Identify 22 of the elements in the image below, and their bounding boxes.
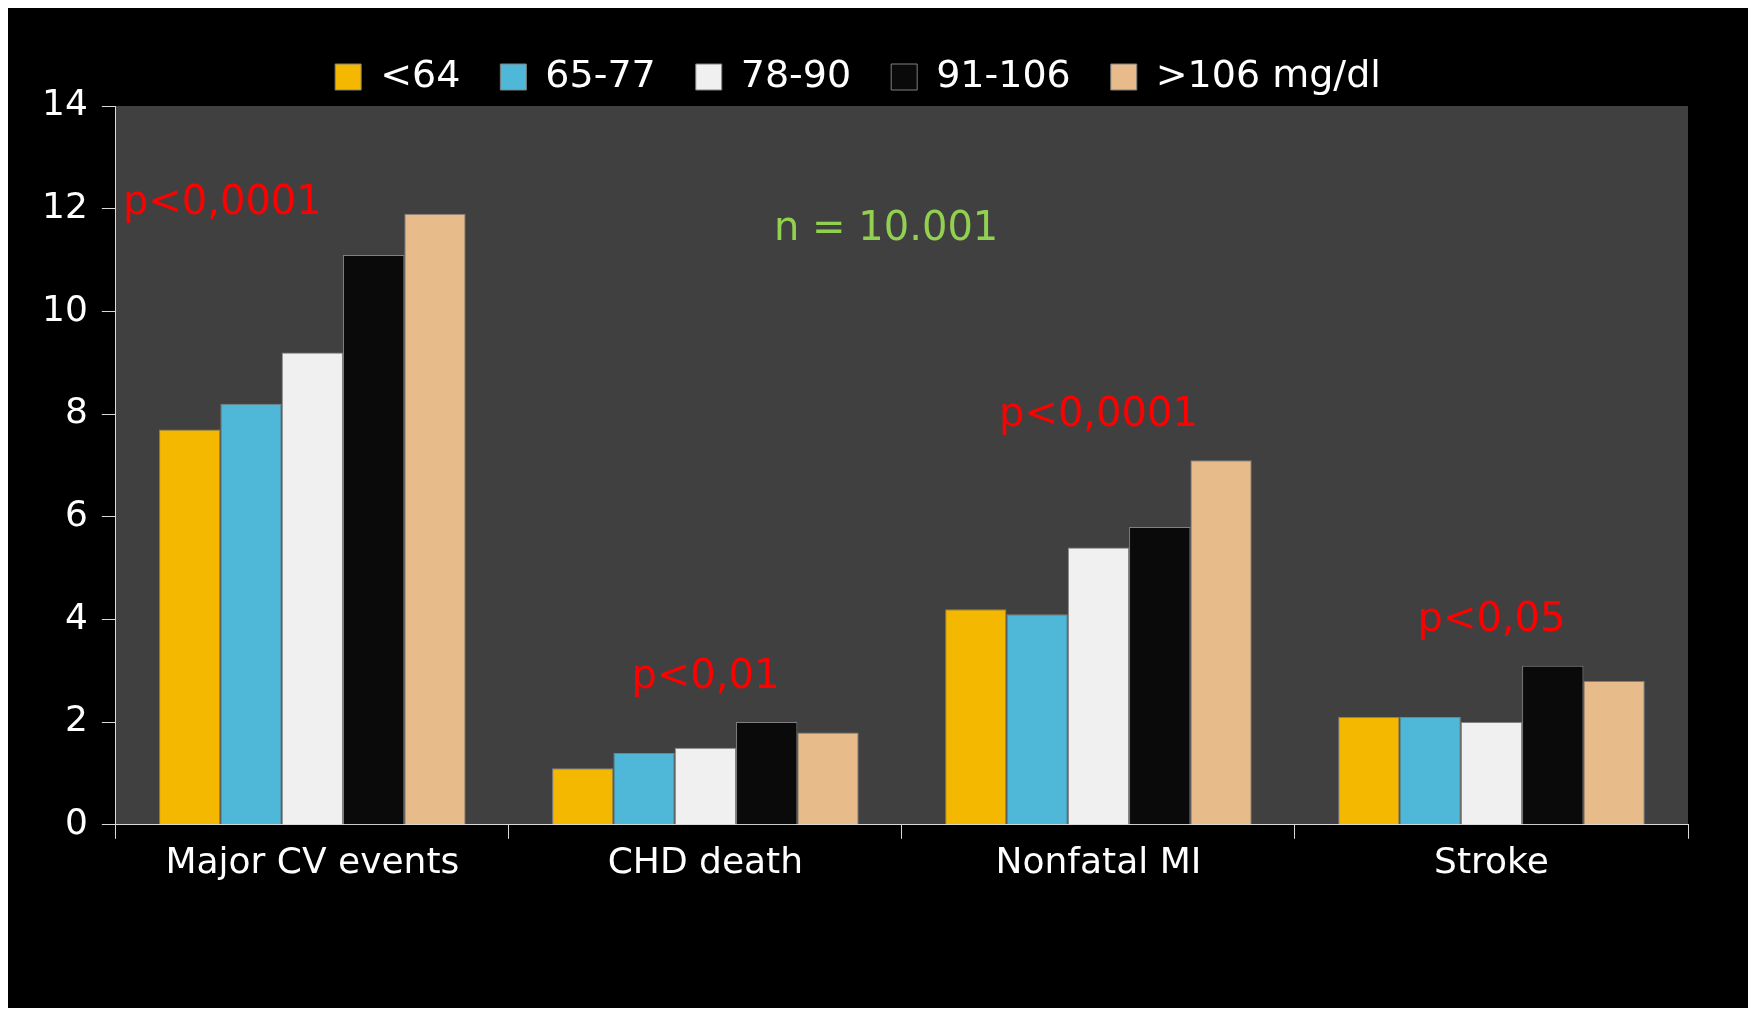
y-tick-label: 10 [42,287,88,329]
legend-label: 78-90 [740,51,852,96]
y-tick-label: 2 [64,698,88,740]
annotation: p<0,05 [1417,594,1566,641]
legend-label: 65-77 [545,51,656,96]
y-tick-label: 8 [64,390,88,432]
annotation: n = 10.001 [774,203,999,250]
legend-label: 91-106 [936,51,1071,96]
annotation: p<0,0001 [122,177,322,224]
legend-label: >106 mg/dl [1155,51,1381,96]
y-tick-label: 14 [42,82,88,124]
annotation: p<0,0001 [998,388,1198,435]
x-tick-label: Stroke [1434,839,1549,881]
x-tick-label: Major CV events [165,839,460,881]
annotation: p<0,01 [631,650,780,697]
x-tick-label: CHD death [607,839,804,881]
legend-label: <64 [380,51,461,96]
y-tick-label: 6 [64,493,88,535]
x-tick-label: Nonfatal MI [995,839,1202,881]
y-tick-label: 0 [64,801,88,843]
y-tick-label: 12 [42,185,88,227]
y-tick-label: 4 [64,595,88,637]
